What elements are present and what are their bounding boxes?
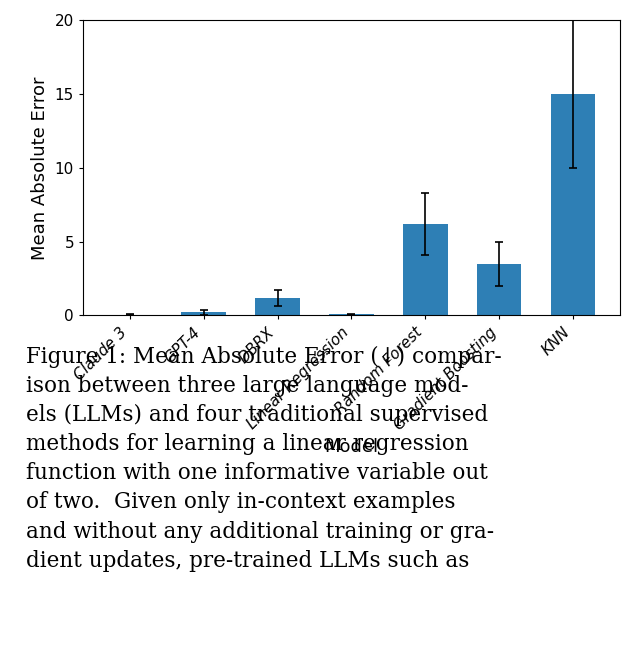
Bar bbox=[551, 94, 596, 315]
Text: Figure 1: Mean Absolute Error (↓) compar-
ison between three large language mod-: Figure 1: Mean Absolute Error (↓) compar… bbox=[26, 346, 502, 572]
Bar bbox=[181, 313, 226, 315]
X-axis label: Model: Model bbox=[325, 438, 378, 456]
Y-axis label: Mean Absolute Error: Mean Absolute Error bbox=[31, 76, 49, 260]
Bar bbox=[477, 264, 521, 315]
Bar bbox=[403, 224, 447, 315]
Bar bbox=[329, 314, 374, 315]
Bar bbox=[256, 298, 300, 315]
